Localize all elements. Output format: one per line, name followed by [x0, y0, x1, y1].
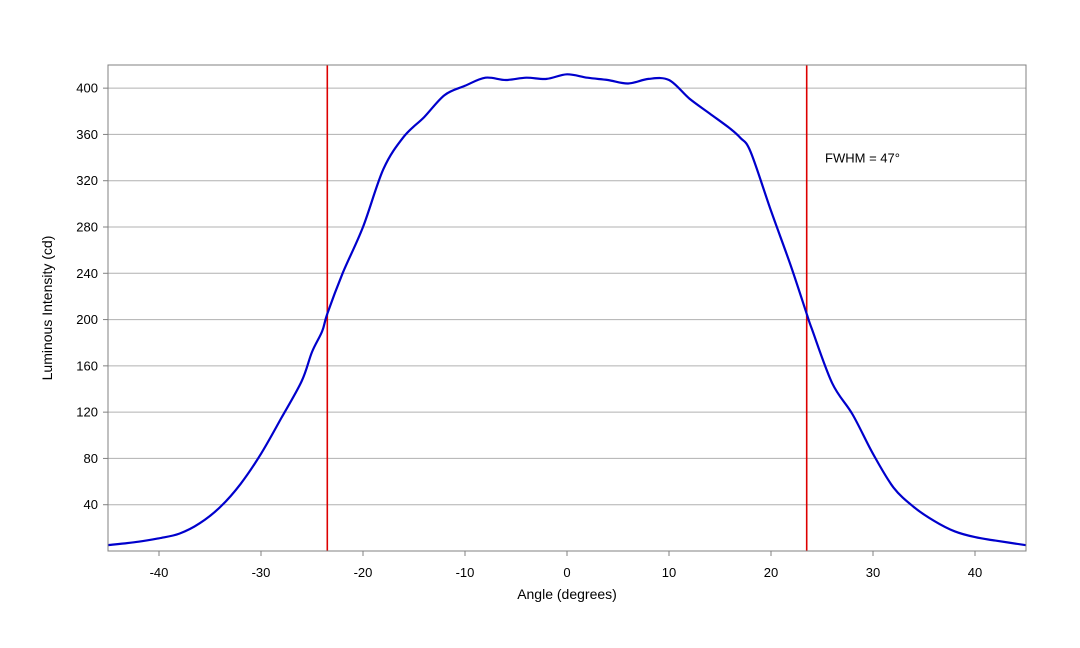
annotations: FWHM = 47° [825, 151, 900, 166]
gridlines [108, 87, 1026, 506]
y-tick-label: 360 [76, 127, 98, 142]
plot-frame [107, 64, 1027, 552]
y-axis-label: Luminous Intensity (cd) [39, 236, 55, 381]
y-tick-label: 40 [84, 497, 98, 512]
y-tick-label: 120 [76, 405, 98, 420]
y-tick-label: 80 [84, 451, 98, 466]
x-tick-label: -40 [150, 565, 169, 580]
x-tick-label: 10 [662, 565, 676, 580]
x-axis-ticks: -40 -30 -20 -10 0 10 20 30 40 [150, 551, 982, 580]
y-tick-label: 280 [76, 220, 98, 235]
x-tick-label: -30 [252, 565, 271, 580]
fwhm-annotation: FWHM = 47° [825, 151, 900, 166]
x-tick-label: 30 [866, 565, 880, 580]
y-tick-label: 200 [76, 312, 98, 327]
x-tick-label: -20 [354, 565, 373, 580]
x-tick-label: 0 [563, 565, 570, 580]
x-tick-label: -10 [456, 565, 475, 580]
y-tick-label: 160 [76, 358, 98, 373]
x-axis-label: Angle (degrees) [517, 586, 617, 602]
x-tick-label: 40 [968, 565, 982, 580]
x-tick-label: 20 [764, 565, 778, 580]
fwhm-reference-lines [326, 65, 808, 551]
y-axis-ticks: 40 80 120 160 200 240 280 320 360 400 [76, 81, 108, 512]
intensity-curve-line [107, 73, 1027, 547]
series-layer [107, 73, 1027, 547]
y-tick-label: 240 [76, 266, 98, 281]
y-tick-label: 400 [76, 81, 98, 96]
y-tick-label: 320 [76, 173, 98, 188]
